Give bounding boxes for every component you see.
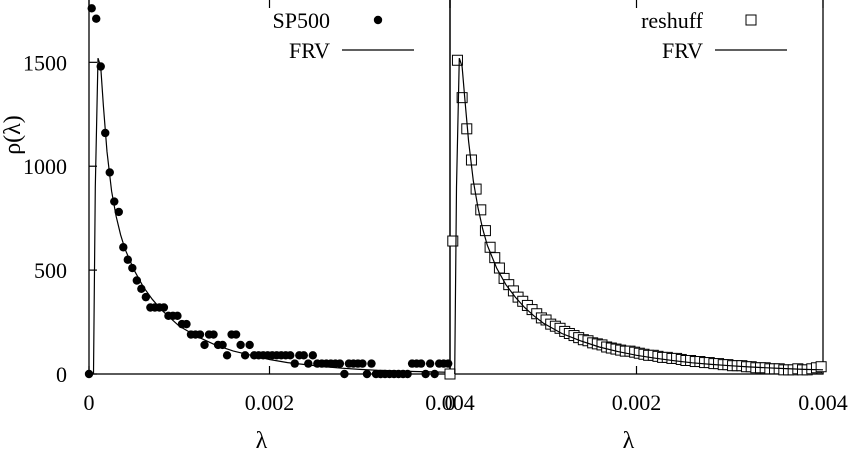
data-point bbox=[87, 4, 96, 13]
x-tick-label: 0 bbox=[445, 390, 456, 415]
data-point bbox=[114, 207, 123, 217]
x-tick-label: 0 bbox=[84, 390, 95, 415]
data-point bbox=[299, 351, 308, 360]
data-point bbox=[159, 303, 169, 312]
data-point bbox=[340, 369, 349, 379]
legend-label-frv: FRV bbox=[662, 38, 703, 63]
legend-label-sp500: SP500 bbox=[273, 8, 330, 33]
data-point bbox=[182, 319, 191, 329]
data-point bbox=[475, 204, 487, 216]
data-point bbox=[173, 311, 182, 321]
data-point bbox=[231, 330, 241, 339]
frv-fit-line bbox=[92, 58, 451, 375]
data-point bbox=[470, 183, 482, 195]
legend-marker-key bbox=[745, 14, 757, 26]
data-point bbox=[84, 369, 94, 379]
data-point bbox=[367, 359, 376, 368]
plot-frame bbox=[88, 0, 451, 375]
data-point bbox=[200, 340, 209, 350]
data-point bbox=[451, 54, 463, 66]
data-point bbox=[335, 359, 345, 368]
y-tick-label: 0 bbox=[56, 362, 67, 387]
data-point bbox=[222, 351, 232, 360]
data-point bbox=[362, 369, 372, 379]
data-point bbox=[421, 369, 430, 379]
y-tick-label: 1000 bbox=[23, 154, 67, 179]
data-point bbox=[358, 359, 367, 368]
data-point bbox=[236, 340, 245, 350]
legend-label-frv: FRV bbox=[289, 38, 330, 63]
y-tick-label: 1500 bbox=[23, 50, 67, 75]
x-tick-label: 0.004 bbox=[798, 390, 848, 415]
data-point bbox=[209, 330, 218, 339]
right-panel: 0 0.002 0.004 λ reshuff FRV bbox=[444, 0, 848, 454]
legend-marker-key bbox=[373, 15, 383, 25]
data-point bbox=[815, 361, 827, 373]
data-point bbox=[110, 197, 119, 206]
x-axis-label: λ bbox=[623, 428, 635, 454]
x-tick-label: 0.004 bbox=[425, 390, 475, 415]
x-tick-label: 0.002 bbox=[245, 390, 295, 415]
data-point bbox=[245, 340, 254, 350]
data-point bbox=[493, 262, 505, 274]
data-point bbox=[444, 368, 456, 380]
x-axis-label: λ bbox=[256, 428, 268, 454]
data-point bbox=[425, 359, 435, 368]
data-point bbox=[447, 235, 459, 247]
data-point bbox=[308, 351, 318, 360]
y-axis-label: ρ(λ) bbox=[0, 115, 26, 155]
data-point bbox=[240, 351, 250, 360]
data-point bbox=[443, 359, 453, 368]
legend-label-reshuff: reshuff bbox=[641, 8, 704, 33]
plot-frame bbox=[449, 0, 824, 375]
data-point bbox=[479, 225, 491, 237]
x-tick-label: 0.002 bbox=[612, 390, 662, 415]
frv-fit-line bbox=[454, 58, 824, 375]
data-point bbox=[430, 369, 439, 379]
data-point bbox=[286, 351, 295, 360]
data-point bbox=[456, 92, 468, 104]
data-point bbox=[304, 359, 313, 368]
y-tick-label: 500 bbox=[34, 258, 67, 283]
data-point bbox=[141, 292, 151, 302]
data-point bbox=[92, 14, 101, 23]
data-point bbox=[416, 359, 426, 368]
